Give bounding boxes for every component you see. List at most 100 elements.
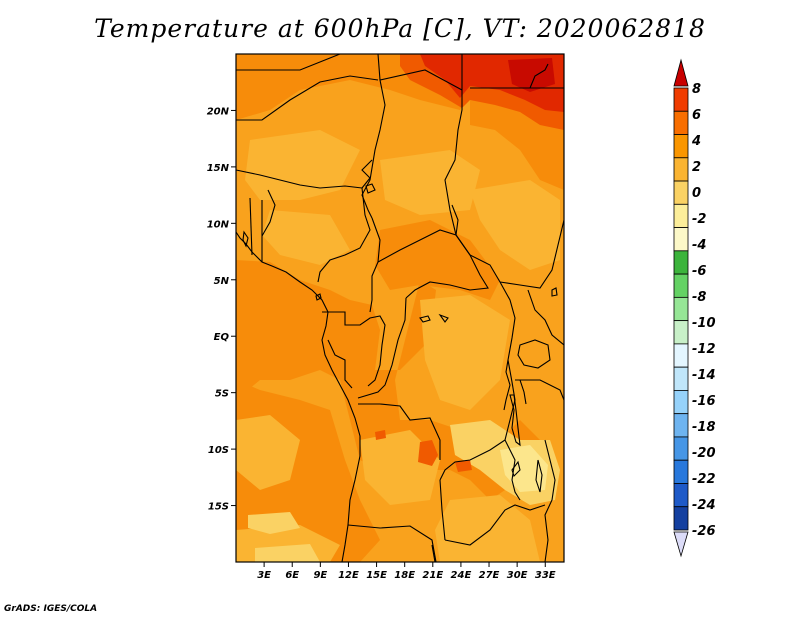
colorbar-label: -18 [692,420,716,435]
border-burkina-niger [236,169,363,189]
border-mozambique-malawi [544,439,556,562]
border-gabon-congo [322,311,386,387]
field-cool-region [380,150,480,215]
country-borders [236,54,564,562]
lon-tick-label: 33E [535,570,556,581]
field-cool-region [262,210,350,265]
lat-tick-label: 20N [207,106,230,117]
colorbar-label: 4 [691,134,701,149]
border-chad-libya [379,69,463,91]
lake-chad [365,183,376,194]
border-namibia-botswana [431,544,436,562]
field-cool-region [245,130,360,200]
field-cooler-region [255,544,320,562]
border-chad-sudan [444,54,501,283]
colorbar-label: 6 [692,108,701,123]
border-angola-namibia [347,524,437,562]
lat-tick-label: 10N [207,219,230,230]
field-hot-spot [455,460,472,472]
field-cool-region [236,415,300,490]
lon-tick-label: 30E [507,570,528,581]
lat-tick-label: 15N [207,163,230,174]
longitude-axis: 3E 6E 9E 12E 15E 18E 21E 24E 27E 30E 33E [257,562,556,581]
colorbar-label: -10 [692,316,716,331]
lake-kariba [511,460,521,478]
border-car-south [377,229,489,299]
border-angola-zambia [439,479,446,541]
lon-tick-label: 12E [338,570,359,581]
colorbar-label: -24 [692,498,716,513]
colorbar: 8 6 4 2 0 -2 -4 -6 -8 -10 -12 -14 -16 -18 -20 -22 -24 -26 [673,58,716,558]
border-togo [249,197,253,256]
colorbar-label: 8 [692,82,701,97]
lake-tana [551,287,558,297]
colorbar-swatch [673,343,689,368]
field-hot-spot [418,440,438,466]
colorbar-label: -14 [692,368,716,383]
colorbar-swatch [673,483,689,508]
colorbar-label: -16 [692,394,716,409]
colorbar-swatch [673,366,689,391]
map-frame [235,53,565,563]
colorbar-swatch [673,413,689,438]
lon-tick-label: 15E [366,570,387,581]
map-title: Temperature at 600hPa [C], VT: 202006281… [94,14,706,43]
colorbar-swatch [673,436,689,461]
colorbar-label: -26 [692,524,716,539]
colorbar-label: -22 [692,472,716,487]
lat-tick-label: 15S [208,502,229,513]
lon-tick-label: 21E [422,570,443,581]
border-zambia-zimbabwe [444,504,546,546]
lat-tick-label: 5S [215,389,229,400]
border-drc-congo [357,297,407,399]
lake-victoria [517,339,551,369]
colorbar-swatch [673,87,689,112]
lat-tick-label: EQ [214,332,230,343]
lake-small-drc [419,313,449,323]
colorbar-label: -4 [692,238,706,253]
field-cooler-region [248,512,300,534]
border-chad-nigeria [361,159,373,189]
colorbar-swatch [673,296,689,322]
rivers-east-rift [503,359,527,411]
border-nigeria-cameroon [317,187,371,283]
colorbar-swatch [673,506,689,531]
field-warm-region [375,220,500,300]
colorbar-swatch [673,390,689,415]
lake-volta [242,230,249,248]
lat-tick-label: 10S [208,445,229,456]
border-zambia-malawi [504,439,521,501]
latitude-axis: 20N 15N 10N 5N EQ 5S 10S 15S [207,106,236,513]
border-drc-angola [358,403,441,460]
border-sudan-ethiopia [499,219,564,289]
border-nigeria-niger [261,189,276,237]
colorbar-top-arrow [673,58,689,87]
colorbar-swatch [673,459,689,484]
field-cool-region [435,495,540,562]
border-sudan-south [451,204,459,236]
lon-tick-label: 24E [451,570,472,581]
grads-credit: GrADS: IGES/COLA [4,604,98,614]
lake-malawi [535,459,543,493]
field-cool-region [420,295,510,410]
colorbar-label: 2 [692,160,701,175]
lat-tick-label: 5N [214,276,230,287]
island-bioko [315,293,322,301]
colorbar-swatch [673,320,689,345]
colorbar-label: -12 [692,342,716,357]
colorbar-label: -8 [692,290,706,305]
colorbar-swatch [673,157,689,182]
lon-tick-label: 18E [394,570,415,581]
colorbar-swatch [673,227,689,252]
colorbar-swatch [673,134,689,159]
colorbar-swatch [673,203,689,228]
colorbar-label: -20 [692,446,716,461]
lon-tick-label: 9E [313,570,327,581]
border-cameroon-car [369,217,381,313]
border-nile-sudan [529,63,549,89]
lake-tanganyika [509,394,521,447]
colorbar-swatch [673,250,689,275]
field-hot-spot [375,430,386,440]
temperature-field [236,54,564,562]
